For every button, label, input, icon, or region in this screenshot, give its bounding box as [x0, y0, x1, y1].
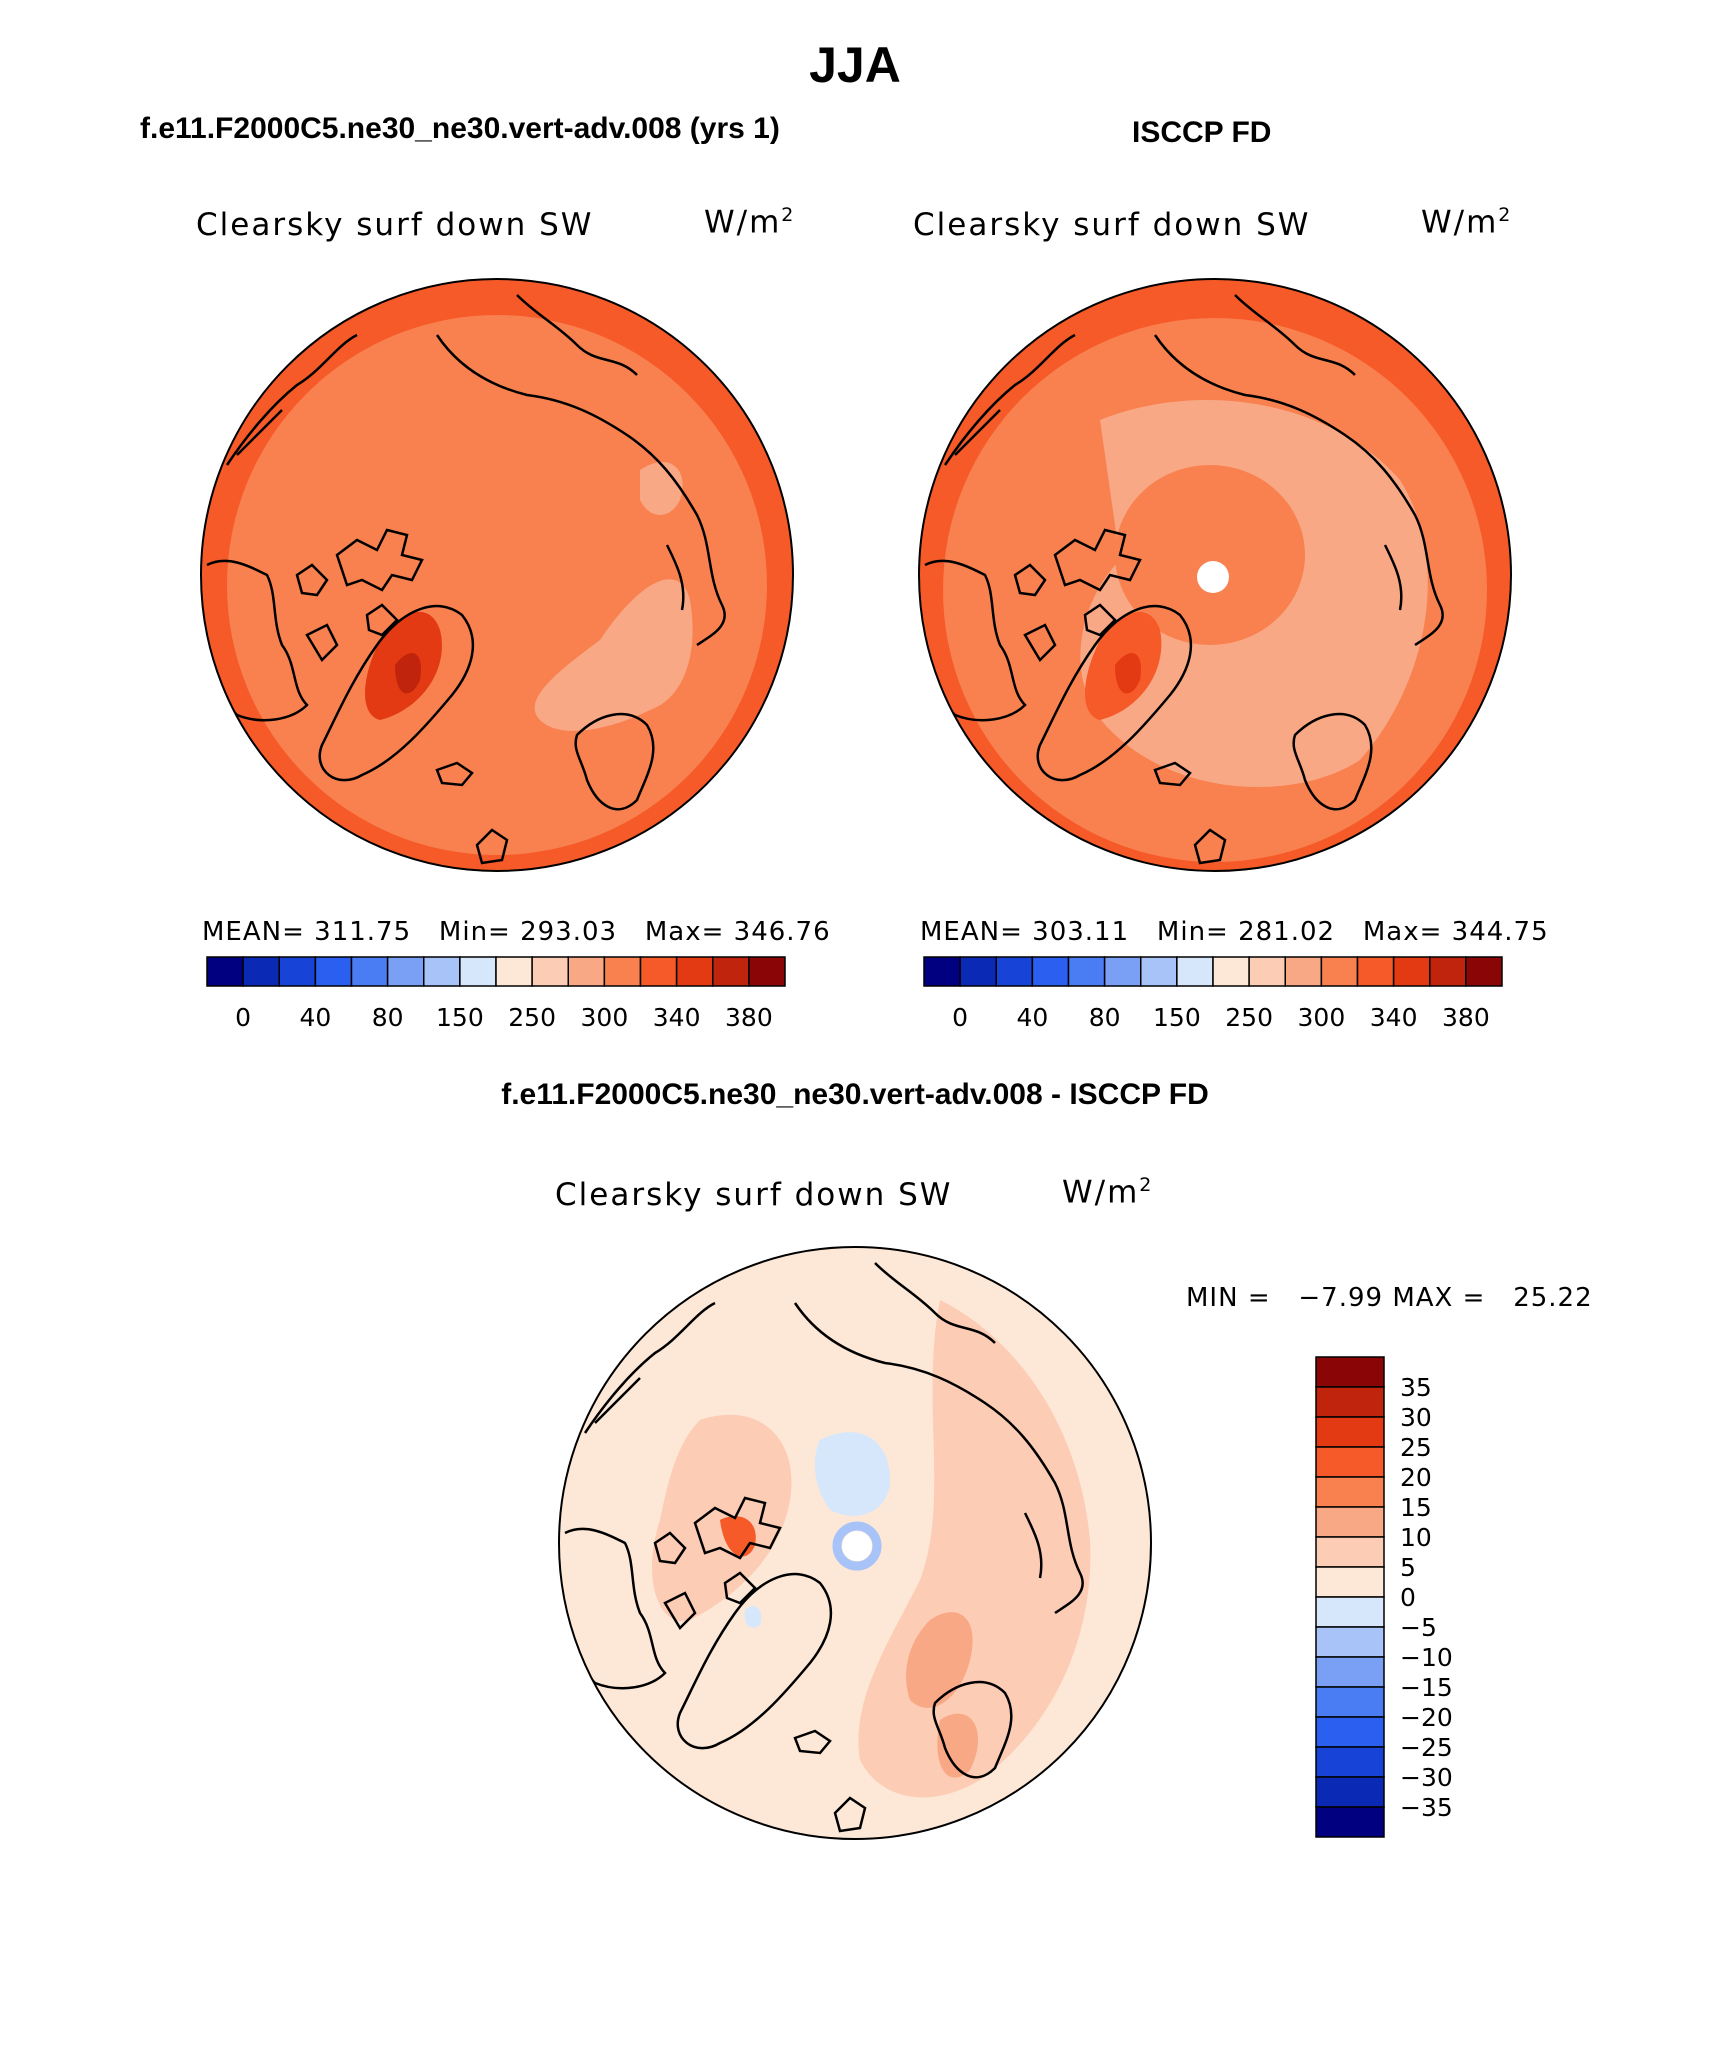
model-colorbar-swatch — [712, 956, 750, 987]
diff-colorbar-tick-label: 15 — [1400, 1493, 1432, 1522]
diff-colorbar-swatch — [1315, 1716, 1385, 1748]
model-colorbar-swatch — [206, 956, 244, 987]
obs-colorbar-swatch — [995, 956, 1034, 987]
obs-colorbar-swatch — [1248, 956, 1286, 987]
model-map — [200, 278, 794, 872]
obs-colorbar-swatch — [1212, 956, 1250, 987]
model-colorbar-swatch — [567, 956, 606, 987]
diff-colorbar-tick-label: 25 — [1400, 1433, 1432, 1462]
diff-case-title: f.e11.F2000C5.ne30_ne30.vert-adv.008 - I… — [501, 1078, 1209, 1111]
diff-colorbar-tick-label: −10 — [1400, 1643, 1453, 1672]
model-colorbar-tick-label: 150 — [436, 1003, 484, 1032]
obs-units-label: W/m2 — [1421, 204, 1511, 241]
model-colorbar-swatch — [495, 956, 533, 987]
diff-colorbar-tick-label: 30 — [1400, 1403, 1432, 1432]
diff-colorbar-tick-label: −25 — [1400, 1733, 1453, 1762]
diff-colorbar-swatch — [1315, 1536, 1385, 1568]
diff-colorbar-swatch — [1315, 1626, 1385, 1658]
diff-colorbar-tick-label: 10 — [1400, 1523, 1432, 1552]
diff-map — [558, 1246, 1152, 1840]
model-colorbar-swatch — [639, 956, 678, 987]
diff-colorbar-swatch — [1315, 1506, 1385, 1538]
diff-colorbar-tick-label: 35 — [1400, 1373, 1432, 1402]
obs-colorbar-swatch — [1031, 956, 1070, 987]
obs-colorbar-swatch — [1284, 956, 1323, 987]
obs-stats: MEAN= 303.11 Min= 281.02 Max= 344.75 — [920, 917, 1549, 947]
obs-colorbar: 0 40 80 150 250 300 340 380 — [923, 956, 1503, 1032]
obs-colorbar-tick-label: 300 — [1298, 1003, 1346, 1032]
obs-colorbar-swatch — [1140, 956, 1178, 987]
obs-colorbar-swatch — [1067, 956, 1106, 987]
obs-colorbar-tick-label: 80 — [1089, 1003, 1121, 1032]
diff-colorbar-swatch — [1315, 1746, 1385, 1778]
obs-case-title: ISCCP FD — [1132, 116, 1272, 149]
diff-colorbar-swatch — [1315, 1386, 1385, 1418]
obs-colorbar-swatch — [1320, 956, 1359, 987]
model-colorbar-swatch — [278, 956, 317, 987]
diff-colorbar-tick-label: −15 — [1400, 1673, 1453, 1702]
model-colorbar-tick-label: 40 — [299, 1003, 331, 1032]
diff-colorbar-tick-label: 0 — [1400, 1583, 1416, 1612]
diff-colorbar-swatch — [1315, 1416, 1385, 1448]
diff-colorbar-swatch — [1315, 1596, 1385, 1628]
diff-colorbar-tick-label: −30 — [1400, 1763, 1453, 1792]
diff-colorbar-swatch — [1315, 1656, 1385, 1688]
obs-map — [918, 278, 1512, 872]
model-colorbar-swatch — [386, 956, 425, 987]
obs-colorbar-swatch — [1356, 956, 1395, 987]
model-colorbar: 0 40 80 150 250 300 340 380 — [206, 956, 786, 1032]
diff-colorbar-swatch — [1315, 1686, 1385, 1718]
model-case-title: f.e11.F2000C5.ne30_ne30.vert-adv.008 (yr… — [140, 112, 780, 145]
diff-colorbar-tick-label: 20 — [1400, 1463, 1432, 1492]
diff-colorbar-tick-label: −20 — [1400, 1703, 1453, 1732]
model-colorbar-swatch — [423, 956, 461, 987]
diff-colorbar-swatch — [1315, 1446, 1385, 1478]
model-colorbar-tick-label: 380 — [725, 1003, 773, 1032]
model-colorbar-swatch — [350, 956, 389, 987]
model-colorbar-swatch — [603, 956, 642, 987]
obs-colorbar-swatch — [1392, 956, 1431, 987]
obs-colorbar-swatch — [1465, 956, 1503, 987]
model-stats: MEAN= 311.75 Min= 293.03 Max= 346.76 — [202, 917, 831, 947]
diff-variable-label: Clearsky surf down SW — [555, 1177, 953, 1213]
obs-variable-label: Clearsky surf down SW — [913, 207, 1311, 243]
model-colorbar-tick-label: 300 — [581, 1003, 629, 1032]
model-colorbar-tick-label: 250 — [508, 1003, 556, 1032]
model-colorbar-tick-label: 80 — [372, 1003, 404, 1032]
diff-colorbar-swatch — [1315, 1356, 1385, 1388]
obs-colorbar-swatch — [1176, 956, 1214, 987]
obs-colorbar-tick-label: 0 — [952, 1003, 968, 1032]
model-units-label: W/m2 — [704, 204, 794, 241]
model-colorbar-tick-label: 340 — [653, 1003, 701, 1032]
model-variable-label: Clearsky surf down SW — [196, 207, 594, 243]
model-colorbar-swatch — [531, 956, 569, 987]
diff-units-label: W/m2 — [1062, 1174, 1152, 1211]
model-colorbar-tick-label: 0 — [235, 1003, 251, 1032]
obs-colorbar-tick-label: 340 — [1370, 1003, 1418, 1032]
model-colorbar-swatch — [675, 956, 714, 987]
model-colorbar-swatch — [314, 956, 353, 987]
obs-colorbar-swatch — [1103, 956, 1142, 987]
obs-colorbar-tick-label: 380 — [1442, 1003, 1490, 1032]
obs-colorbar-tick-label: 40 — [1016, 1003, 1048, 1032]
obs-colorbar-swatch — [923, 956, 961, 987]
obs-colorbar-tick-label: 250 — [1225, 1003, 1273, 1032]
page-title: JJA — [809, 37, 901, 93]
obs-colorbar-swatch — [959, 956, 997, 987]
diff-colorbar-tick-label: −35 — [1400, 1793, 1453, 1822]
obs-colorbar-swatch — [1429, 956, 1467, 987]
diff-colorbar-swatch — [1315, 1776, 1385, 1808]
diff-colorbar-swatch — [1315, 1476, 1385, 1508]
obs-colorbar-tick-label: 150 — [1153, 1003, 1201, 1032]
diff-colorbar-swatch — [1315, 1566, 1385, 1598]
model-colorbar-swatch — [459, 956, 497, 987]
diff-colorbar-swatch — [1315, 1806, 1385, 1838]
diff-minmax: MIN = −7.99 MAX = 25.22 — [1186, 1283, 1593, 1313]
diff-colorbar-tick-label: −5 — [1400, 1613, 1437, 1642]
diff-colorbar-tick-label: 5 — [1400, 1553, 1416, 1582]
model-colorbar-swatch — [748, 956, 786, 987]
model-colorbar-swatch — [242, 956, 280, 987]
